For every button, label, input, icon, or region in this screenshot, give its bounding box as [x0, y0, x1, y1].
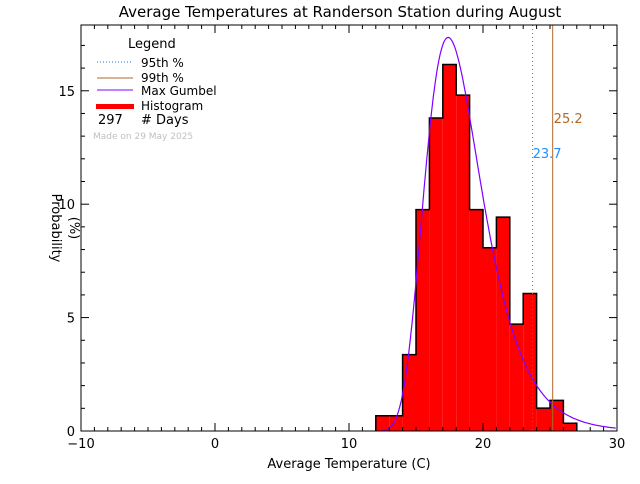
histogram-bar [563, 423, 577, 431]
days-label: # Days [141, 113, 189, 128]
legend-histogram-label: Histogram [141, 99, 203, 113]
gumbel-curve [382, 36, 616, 432]
y-axis-label-line1: Probability [48, 194, 63, 263]
histogram-bar [509, 324, 524, 431]
p95-label: 23.7 [533, 147, 562, 162]
histogram-bar [389, 415, 403, 431]
x-axis-label: Average Temperature (C) [267, 457, 430, 472]
histogram-bar [456, 95, 470, 432]
legend-title: Legend [128, 37, 176, 52]
y-tick-label: 15 [58, 85, 75, 100]
y-tick-label: 10 [58, 198, 75, 213]
histogram-bar [496, 217, 510, 431]
legend-gumbel-label: Max Gumbel [141, 84, 217, 98]
legend: Legend 95th % 99th % Max Gumbel Histogra… [93, 37, 217, 142]
made-on-note: Made on 29 May 2025 [93, 132, 193, 142]
p99-label: 25.2 [554, 112, 583, 127]
y-tick-label: 5 [67, 312, 75, 327]
histogram-bar [429, 117, 443, 431]
x-tick-label: −10 [67, 437, 94, 452]
legend-p95-label: 95th % [141, 56, 184, 70]
y-tick-label: 0 [67, 425, 75, 440]
histogram-bar [483, 247, 497, 431]
histogram-bar [536, 408, 550, 431]
x-tick-label: 0 [211, 437, 219, 452]
histogram-outline [375, 63, 578, 431]
histogram-bar [375, 415, 390, 431]
x-tick-label: 30 [609, 437, 626, 452]
x-tick-label: 10 [341, 437, 358, 452]
histogram-bar [550, 400, 564, 431]
legend-p99-label: 99th % [141, 71, 184, 85]
x-tick-labels: −10 0 10 20 30 [67, 437, 625, 452]
legend-histogram-swatch [96, 104, 134, 109]
histogram-bar [442, 64, 457, 432]
histogram-bar [416, 209, 430, 431]
axes [80, 24, 618, 432]
days-count: 297 [98, 113, 123, 128]
x-tick-label: 20 [475, 437, 492, 452]
histogram-bar [469, 209, 483, 431]
y-tick-labels: 0 5 10 15 [58, 85, 75, 440]
chart-title: Average Temperatures at Randerson Statio… [119, 3, 562, 21]
histogram-bar [523, 293, 537, 431]
histogram-bar [402, 354, 416, 431]
y-axis-label-line2: (%) [66, 217, 81, 240]
